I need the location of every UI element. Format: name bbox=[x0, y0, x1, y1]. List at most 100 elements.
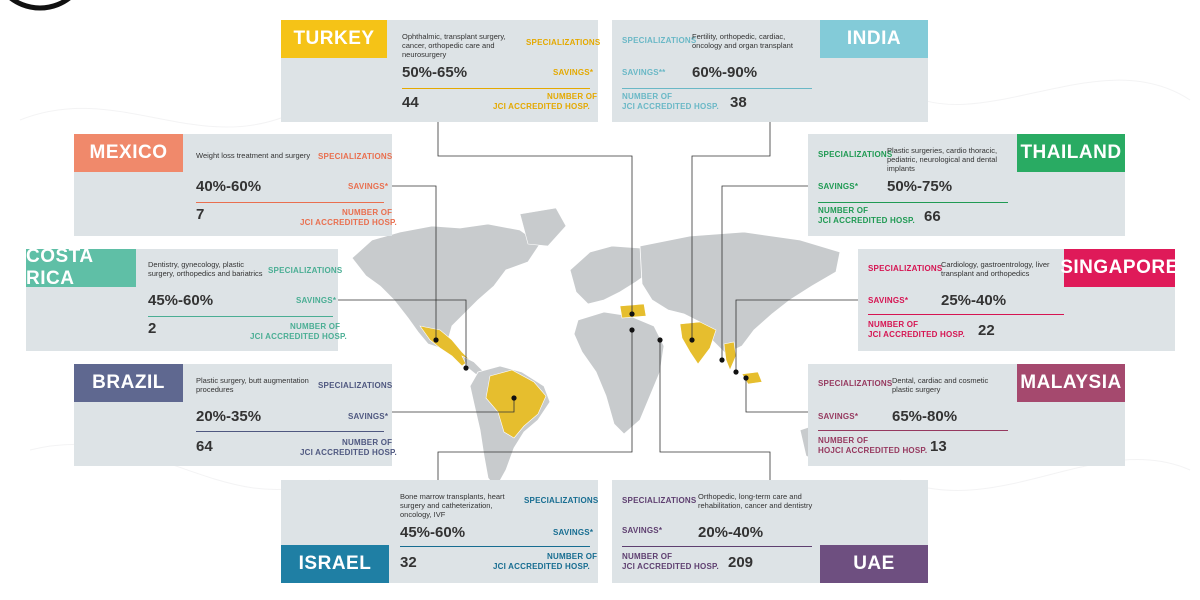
india-count: 38 bbox=[730, 94, 747, 111]
africa-land bbox=[573, 311, 665, 435]
india-rule bbox=[622, 88, 812, 89]
malaysia-spec-label: SPECIALIZATIONS bbox=[818, 379, 893, 388]
singapore-savings-label: SAVINGS* bbox=[868, 296, 909, 305]
singapore-savings: 25%-40% bbox=[941, 292, 1007, 309]
india-name: INDIA bbox=[820, 20, 928, 58]
costa-rica-rule bbox=[148, 316, 333, 317]
india-savings: 60%-90% bbox=[692, 64, 758, 81]
malaysia-savings: 65%-80% bbox=[892, 408, 958, 425]
mexico-rule bbox=[196, 202, 384, 203]
uae-count-label-2: JCI ACCREDITED HOSP. bbox=[622, 562, 719, 571]
brazil-spec-label: SPECIALIZATIONS bbox=[318, 381, 393, 390]
brazil-count: 64 bbox=[196, 438, 213, 455]
marker-turkey bbox=[629, 311, 635, 317]
connector-uae bbox=[659, 340, 771, 480]
israel-count-label-1: NUMBER OF bbox=[547, 552, 598, 561]
marker-malaysia bbox=[743, 375, 749, 381]
marker-mexico bbox=[433, 337, 439, 343]
marker-thailand bbox=[719, 357, 725, 363]
brazil-count-label-1: NUMBER OF bbox=[342, 438, 393, 447]
israel-rule bbox=[400, 546, 590, 547]
greenland-land bbox=[519, 207, 567, 247]
uae-spec-label: SPECIALIZATIONS bbox=[622, 496, 697, 505]
brazil-rule bbox=[196, 431, 384, 432]
costa-rica-specializations: Dentistry, gynecology, plastic surgery, … bbox=[148, 260, 263, 278]
turkey-name: TURKEY bbox=[281, 20, 387, 58]
connector-malaysia bbox=[745, 378, 808, 413]
costa-rica-count-label-2: JCI ACCREDITED HOSP. bbox=[250, 332, 347, 341]
north-america-land bbox=[351, 223, 541, 349]
thailand-count: 66 bbox=[924, 208, 941, 225]
israel-count-label-2: JCI ACCREDITED HOSP. bbox=[493, 562, 590, 571]
costa-rica-count-label-1: NUMBER OF bbox=[290, 322, 341, 331]
mexico-count: 7 bbox=[196, 206, 205, 223]
thailand-rule bbox=[818, 202, 1008, 203]
mexico-spec-label: SPECIALIZATIONS bbox=[318, 152, 393, 161]
thailand-specializations: Plastic surgeries, cardio thoracic, pedi… bbox=[887, 146, 998, 173]
brazil-count-label-2: JCI ACCREDITED HOSP. bbox=[300, 448, 397, 457]
singapore-specializations: Cardiology, gastroentrology, liver trans… bbox=[941, 260, 1050, 278]
israel-name: ISRAEL bbox=[281, 545, 389, 583]
israel-savings-label: SAVINGS* bbox=[553, 528, 594, 537]
thailand-savings: 50%-75% bbox=[887, 178, 953, 195]
turkey-savings: 50%-65% bbox=[402, 64, 468, 81]
singapore-name: SINGAPORE bbox=[1060, 249, 1178, 287]
singapore-count-label-2: JCI ACCREDITED HOSP. bbox=[868, 330, 965, 339]
india-savings-label: SAVINGS** bbox=[622, 68, 666, 77]
singapore-count: 22 bbox=[978, 322, 995, 339]
turkey-specializations: Ophthalmic, transplant surgery, cancer, … bbox=[402, 32, 506, 59]
india-shape bbox=[679, 321, 717, 365]
thailand-shape bbox=[723, 341, 737, 371]
malaysia-name: MALAYSIA bbox=[1017, 364, 1125, 402]
malaysia-rule bbox=[818, 430, 1008, 431]
mexico-count-label-2: JCI ACCREDITED HOSP. bbox=[300, 218, 397, 227]
mexico-count-label-1: NUMBER OF bbox=[342, 208, 393, 217]
costa-rica-count: 2 bbox=[148, 320, 157, 337]
uae-rule bbox=[622, 546, 812, 547]
singapore-rule bbox=[868, 314, 1064, 315]
malaysia-specializations: Dental, cardiac and cosmetic plastic sur… bbox=[892, 376, 989, 394]
singapore-spec-label: SPECIALIZATIONS bbox=[868, 264, 943, 273]
connector-mexico bbox=[392, 185, 437, 340]
uae-savings: 20%-40% bbox=[698, 524, 764, 541]
mexico-savings: 40%-60% bbox=[196, 178, 262, 195]
turkey-shape bbox=[619, 303, 647, 319]
connector-india bbox=[691, 122, 771, 340]
costa-rica-savings-label: SAVINGS* bbox=[296, 296, 337, 305]
thailand-name: THAILAND bbox=[1017, 134, 1125, 172]
india-specializations: Fertility, orthopedic, cardiac, oncology… bbox=[692, 32, 793, 50]
malaysia-count-label-2: HOJCI ACCREDITED HOSP. bbox=[818, 446, 928, 455]
connector-brazil bbox=[392, 398, 515, 413]
marker-singapore bbox=[733, 369, 739, 375]
uae-count: 209 bbox=[728, 554, 754, 571]
india-count-label-1: NUMBER OF bbox=[622, 92, 673, 101]
connector-thailand bbox=[721, 185, 808, 360]
mexico-specializations: Weight loss treatment and surgery bbox=[196, 151, 311, 160]
mexico-name: MEXICO bbox=[74, 134, 183, 172]
brazil-savings: 20%-35% bbox=[196, 408, 262, 425]
india-spec-label: SPECIALIZATIONS bbox=[622, 36, 697, 45]
brazil-name: BRAZIL bbox=[74, 364, 183, 402]
thailand-count-label-1: NUMBER OF bbox=[818, 206, 869, 215]
israel-specializations: Bone marrow transplants, heart surgery a… bbox=[400, 492, 505, 519]
marker-brazil bbox=[511, 395, 517, 401]
brazil-savings-label: SAVINGS* bbox=[348, 412, 389, 421]
israel-count: 32 bbox=[400, 554, 417, 571]
mexico-savings-label: SAVINGS* bbox=[348, 182, 389, 191]
turkey-count: 44 bbox=[402, 94, 419, 111]
costa-rica-savings: 45%-60% bbox=[148, 292, 214, 309]
marker-india bbox=[689, 337, 695, 343]
thailand-spec-label: SPECIALIZATIONS bbox=[818, 150, 893, 159]
connector-singapore bbox=[735, 299, 858, 372]
uae-specializations: Orthopedic, long-term care and rehabilit… bbox=[698, 492, 813, 510]
israel-spec-label: SPECIALIZATIONS bbox=[524, 496, 599, 505]
india-count-label-2: JCI ACCREDITED HOSP. bbox=[622, 102, 719, 111]
thailand-count-label-2: JCI ACCREDITED HOSP. bbox=[818, 216, 915, 225]
logo-icon bbox=[9, 0, 71, 11]
brazil-specializations: Plastic surgery, butt augmentation proce… bbox=[196, 376, 309, 394]
connector-turkey bbox=[437, 122, 633, 314]
costa-rica-spec-label: SPECIALIZATIONS bbox=[268, 266, 343, 275]
turkey-savings-label: SAVINGS* bbox=[553, 68, 594, 77]
turkey-count-label-1: NUMBER OF bbox=[547, 92, 598, 101]
